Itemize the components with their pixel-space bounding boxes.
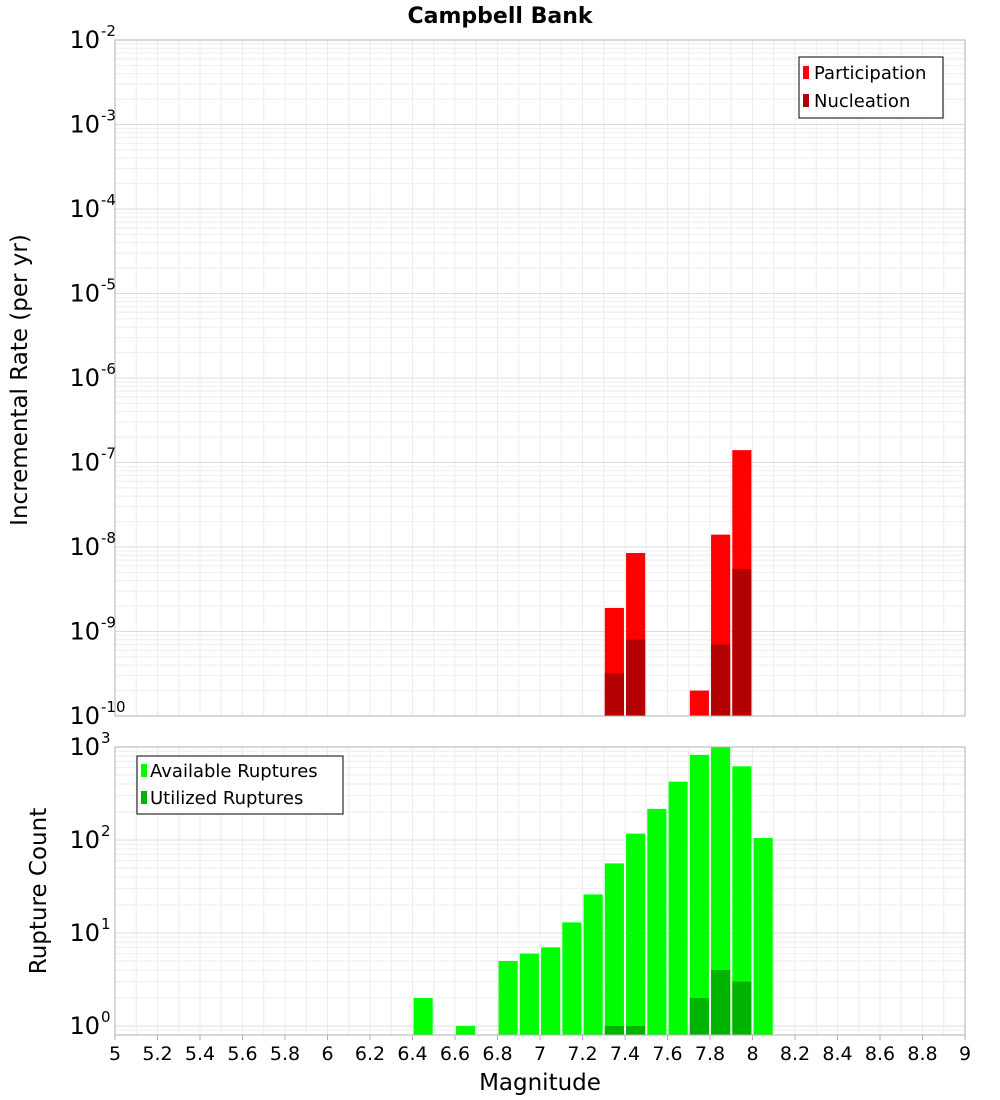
y-tick-exponent: -2 [101,22,116,40]
available-ruptures-bar [668,781,688,1035]
available-ruptures-bar [498,960,518,1035]
available-ruptures-bar [541,947,561,1035]
rate-y-axis-label: Incremental Rate (per yr) [7,234,33,526]
rate-y-ticks: 10-210-310-410-510-610-710-810-910-10 [69,22,125,730]
y-tick-label: 10 [69,280,100,308]
y-tick-label: 10 [69,1012,100,1040]
rate-legend-box [798,56,944,119]
count-legend: Available Ruptures Utilized Ruptures [136,755,344,815]
available-ruptures-bar [753,838,773,1035]
rate-legend: Participation Nucleation [798,56,944,119]
y-tick-exponent: -6 [101,360,116,378]
y-tick-label: 10 [69,733,100,761]
x-tick-label: 8.8 [907,1043,937,1065]
available-ruptures-bar [711,747,731,1035]
x-tick-label: 5.8 [270,1043,300,1065]
utilized-ruptures-bar [732,981,752,1035]
utilized-ruptures-bar [604,1025,624,1035]
x-tick-label: 8.2 [780,1043,810,1065]
utilized-ruptures-bar [689,997,709,1035]
x-tick-label: 6.4 [397,1043,427,1065]
legend-swatch-utilized [141,791,147,804]
rate-grid [114,39,966,717]
legend-label-nucleation: Nucleation [814,91,910,112]
available-ruptures-bar [583,894,603,1035]
y-tick-label: 10 [69,826,100,854]
available-ruptures-bar [519,953,539,1035]
utilized-ruptures-bar [626,1025,646,1035]
x-tick-label: 6.6 [440,1043,470,1065]
y-tick-exponent: -10 [101,698,126,716]
utilized-ruptures-bar [711,969,731,1035]
y-tick-label: 10 [69,26,100,54]
y-tick-label: 10 [69,111,100,139]
x-tick-label: 9 [959,1043,971,1065]
count-legend-box [136,755,344,815]
nucleation-bar [711,644,731,716]
x-tick-label: 5.6 [227,1043,257,1065]
available-ruptures-bar [562,922,582,1035]
y-tick-exponent: 1 [101,915,111,933]
x-tick-label: 7.6 [652,1043,682,1065]
x-tick-label: 7.8 [695,1043,725,1065]
legend-label-participation: Participation [814,63,926,84]
y-tick-exponent: 0 [101,1008,111,1026]
y-tick-exponent: -3 [101,107,116,125]
x-tick-label: 7.4 [610,1043,640,1065]
y-tick-label: 10 [69,618,100,646]
available-ruptures-bar [647,808,667,1035]
y-tick-exponent: 3 [101,729,111,747]
nucleation-bar [732,568,752,716]
chart-title: Campbell Bank [408,4,594,29]
x-tick-label: 7.2 [567,1043,597,1065]
x-tick-label: 6.2 [355,1043,385,1065]
legend-swatch-nucleation [803,94,809,107]
available-ruptures-bar [413,997,433,1035]
x-tick-label: 8.6 [865,1043,895,1065]
rate-panel: 10-210-310-410-510-610-710-810-910-10 In… [7,22,966,730]
nucleation-bar [626,639,646,716]
nucleation-bar [604,673,624,716]
y-tick-exponent: 2 [101,822,111,840]
count-y-axis-label: Rupture Count [26,808,52,974]
legend-label-utilized: Utilized Ruptures [150,788,303,809]
x-tick-label: 8.4 [822,1043,852,1065]
x-tick-label: 7 [534,1043,546,1065]
y-tick-exponent: -8 [101,529,116,547]
available-ruptures-bar [604,863,624,1035]
y-tick-label: 10 [69,449,100,477]
count-bars [413,747,773,1035]
y-tick-label: 10 [69,195,100,223]
legend-swatch-available [141,764,147,777]
x-axis-label: Magnitude [479,1070,601,1096]
legend-swatch-participation [803,66,809,79]
y-tick-exponent: -4 [101,191,116,209]
x-tick-label: 6.8 [482,1043,512,1065]
available-ruptures-bar [626,833,646,1035]
available-ruptures-bar [456,1025,476,1035]
y-tick-label: 10 [69,533,100,561]
y-tick-label: 10 [69,364,100,392]
x-tick-label: 5.4 [185,1043,215,1065]
rate-plot-frame [114,39,966,717]
y-tick-exponent: -7 [101,445,116,463]
x-tick-label: 8 [746,1043,758,1065]
y-tick-label: 10 [69,919,100,947]
y-tick-exponent: -9 [101,614,116,632]
x-tick-labels: 5 5.2 5.4 5.6 5.8 6 6.2 6.4 6.6 6.8 7 7.2 7.4 7.6 7.8 8… [109,1035,971,1065]
available-ruptures-bar [689,754,709,1035]
available-ruptures-bar [732,766,752,1035]
legend-label-available: Available Ruptures [150,761,318,782]
rate-bars [604,450,752,716]
y-tick-exponent: -5 [101,276,116,294]
x-tick-label: 6 [321,1043,333,1065]
participation-bar [689,690,709,716]
x-tick-label: 5 [109,1043,121,1065]
y-tick-label: 10 [69,702,100,730]
x-tick-label: 5.2 [142,1043,172,1065]
